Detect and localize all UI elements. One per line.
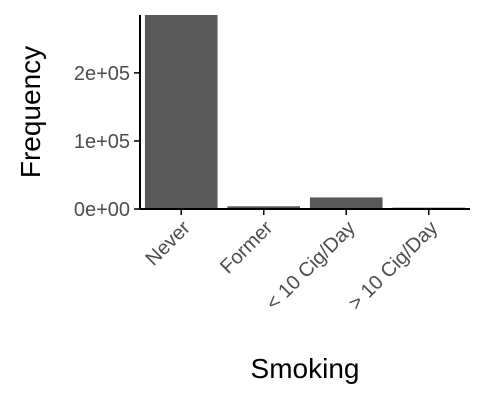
- x-tick-label: Never: [141, 217, 195, 271]
- bar-2: [309, 197, 383, 209]
- bars: [144, 15, 466, 209]
- x-tick-label: > 10 Cig/Day: [345, 217, 443, 315]
- bar-0: [144, 15, 218, 209]
- y-axis-ticks: 0e+00 1e+05 2e+05: [74, 63, 140, 221]
- y-tick-label: 1e+05: [74, 131, 130, 153]
- y-tick-label: 0e+00: [74, 199, 130, 221]
- x-tick-label: Former: [216, 217, 277, 278]
- y-axis-title: Frequency: [15, 46, 46, 178]
- bar-1: [227, 206, 301, 209]
- x-axis-ticks: Never Former< 10 Cig/Day> 10 Cig/Day: [141, 209, 442, 315]
- y-tick-label: 2e+05: [74, 63, 130, 85]
- x-axis-title: Smoking: [251, 353, 360, 384]
